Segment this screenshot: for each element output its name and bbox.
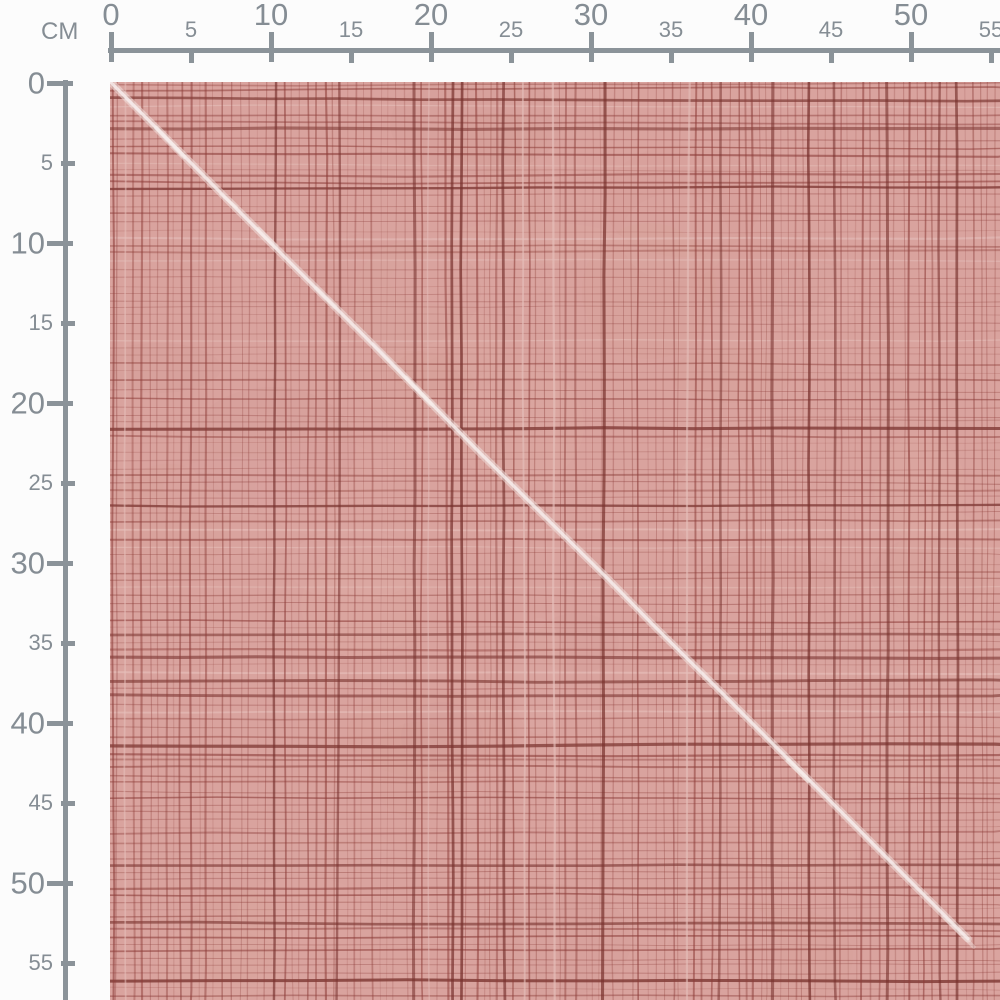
ruler-unit-label: CM — [41, 18, 79, 45]
ruler-top-tick-label: 55 — [978, 17, 1000, 42]
ruler-left-tick-label: 30 — [10, 545, 45, 581]
ruler-left-tick-label: 35 — [28, 630, 53, 655]
ruler-left-tick-label: 45 — [28, 790, 53, 815]
ruler-left-tick — [61, 960, 75, 966]
ruler-top-tick — [428, 32, 434, 62]
ruler-top-tick — [668, 48, 674, 63]
ruler-left-tick — [61, 320, 75, 326]
ruler-top-tick — [268, 32, 274, 62]
ruler-left-tick — [61, 800, 75, 806]
ruler-top-tick — [988, 48, 994, 63]
ruler-left-tick-label: 55 — [28, 950, 53, 975]
ruler-top-tick-label: 0 — [102, 0, 120, 32]
ruler-left-tick — [47, 80, 73, 86]
ruler-top-tick — [348, 48, 354, 63]
ruler-top-tick-label: 10 — [253, 0, 289, 32]
ruler-top-tick-label: 40 — [733, 0, 769, 32]
ruler-left-tick — [47, 880, 73, 886]
ruler-left: 0 5 10 15 20 25 30 35 40 45 50 55 — [0, 0, 80, 1000]
ruler-top-tick-label: 35 — [658, 17, 684, 42]
ruler-top-tick — [588, 32, 594, 62]
ruler-left-tick-label: 25 — [28, 470, 53, 495]
ruler-top-tick-label: 45 — [818, 17, 844, 42]
ruler-left-tick — [47, 240, 73, 246]
ruler-left-tick-label: 10 — [10, 225, 45, 261]
ruler-left-tick — [61, 160, 75, 166]
ruler-left-tick-label: 20 — [10, 385, 45, 421]
ruler-left-tick-label: 15 — [28, 310, 53, 335]
ruler-top-tick — [188, 48, 194, 63]
ruler-top-tick — [508, 48, 514, 63]
ruler-top-line — [108, 48, 1000, 53]
ruler-top-tick — [108, 32, 114, 62]
fabric-texture-swatch — [110, 82, 1000, 1000]
ruler-top-tick-label: 50 — [893, 0, 929, 32]
ruler-left-tick-label: 50 — [10, 865, 45, 901]
ruler-top-tick-label: 25 — [498, 17, 524, 42]
ruler-top-tick-label: 30 — [573, 0, 609, 32]
ruler-top-tick-label: 20 — [413, 0, 449, 32]
ruler-left-tick-label: 0 — [27, 65, 45, 101]
ruler-top-tick — [908, 32, 914, 62]
ruler-left-tick — [61, 480, 75, 486]
ruler-top-tick-label: 5 — [184, 17, 198, 42]
ruler-left-tick — [47, 560, 73, 566]
ruler-left-line — [63, 80, 68, 1000]
ruler-left-tick — [47, 720, 73, 726]
ruler-left-tick-label: 5 — [40, 150, 53, 175]
ruler-left-tick — [47, 400, 73, 406]
ruler-left-tick — [61, 640, 75, 646]
ruler-top-tick-label: 15 — [338, 17, 364, 42]
ruler-top: 0 5 10 15 20 25 30 35 40 45 50 55 — [0, 0, 1000, 72]
ruler-top-tick — [828, 48, 834, 63]
ruler-left-tick-label: 40 — [10, 705, 45, 741]
ruler-top-tick — [748, 32, 754, 62]
